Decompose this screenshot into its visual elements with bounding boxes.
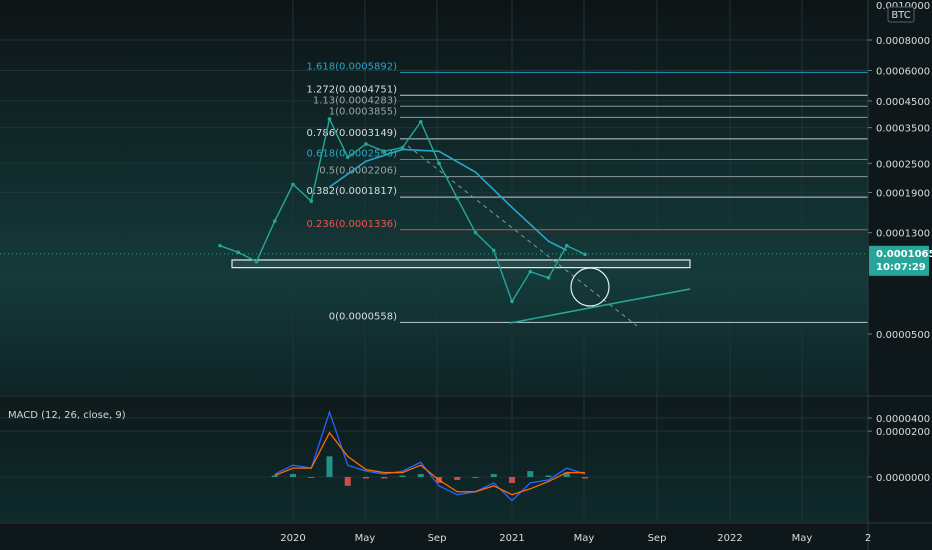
macd-histogram-bar: [308, 477, 315, 478]
fib-level-label: 0.236(0.0001336): [306, 219, 397, 230]
price-axis-label: 0.0001900: [876, 188, 930, 199]
macd-histogram-bar: [563, 472, 570, 477]
fib-level-label: 1.13(0.0004283): [313, 95, 397, 106]
macd-histogram-bar: [545, 475, 552, 477]
price-point: [473, 230, 478, 235]
price-point: [418, 119, 423, 124]
macd-histogram-bar: [290, 474, 296, 477]
macd-histogram-bar: [417, 474, 424, 477]
fib-level-label: 1(0.0003855): [329, 106, 397, 117]
time-axis-label: Sep: [428, 533, 447, 544]
price-point: [455, 196, 460, 200]
macd-histogram-bar: [582, 477, 588, 479]
price-point: [254, 259, 259, 264]
fibonacci-retracement: 1.618(0.0005892) 1.272(0.0004751)1.13(0.0…: [306, 61, 868, 323]
price-point: [291, 182, 295, 187]
highlight-circle: [570, 267, 610, 307]
macd-histogram-bar: [472, 477, 479, 478]
price-point: [528, 269, 533, 274]
current-price-label: 0.0001065: [876, 249, 932, 260]
ascending-trendline: [509, 288, 691, 324]
moving-average-line: [329, 148, 568, 252]
price-point: [546, 275, 551, 280]
time-axis-label: 2021: [499, 533, 524, 544]
fib-level-label: 1.272(0.0004751): [306, 84, 397, 95]
macd-histogram-bar: [271, 475, 278, 477]
currency-badge: BTC: [891, 10, 910, 21]
macd-pane-background: [0, 397, 868, 522]
macd-histogram-bar: [326, 456, 333, 477]
price-point: [510, 299, 514, 304]
macd-histogram-bar: [344, 477, 351, 486]
macd-axis-label: 0.0000400: [876, 414, 930, 425]
price-axis-label: 0.0006000: [876, 67, 930, 78]
price-point: [236, 250, 241, 255]
time-axis-label: May: [792, 533, 813, 544]
price-point: [564, 243, 569, 248]
price-point: [345, 155, 350, 159]
price-axis-label: 0.0002500: [876, 159, 930, 170]
macd-line: [274, 410, 586, 502]
macd-histogram-bar: [381, 477, 388, 479]
price-point: [382, 149, 387, 154]
bar-countdown-label: 10:07:29: [876, 262, 926, 273]
price-point: [309, 199, 314, 203]
time-axis-label: May: [574, 533, 595, 544]
time-axis-label: Sep: [648, 533, 667, 544]
price-point: [272, 219, 277, 223]
macd-signal-line: [274, 431, 585, 496]
price-axis-label: 0.0001300: [876, 229, 930, 240]
price-axis-label: 0.0004500: [876, 97, 930, 108]
price-point: [400, 145, 405, 150]
macd-histogram-bar: [363, 477, 369, 479]
time-axis-label: 2: [865, 533, 871, 544]
macd-histogram-bar: [454, 477, 461, 480]
fib-level-label: 1.618(0.0005892): [306, 61, 397, 72]
price-point: [327, 117, 332, 121]
price-point: [364, 142, 368, 146]
macd-indicator-label: MACD (12, 26, close, 9): [8, 410, 126, 421]
price-axis-label: 0.0000500: [876, 330, 930, 341]
time-axis-label: May: [355, 533, 376, 544]
time-axis-label: 2020: [280, 533, 305, 544]
fib-level-label: 0.5(0.0002206): [319, 166, 397, 177]
price-point: [437, 161, 441, 166]
support-zone-box: [231, 259, 691, 269]
price-point: [218, 243, 222, 248]
price-axis-label: 0.0003500: [876, 124, 930, 135]
fib-level-label: 0.382(0.0001817): [306, 186, 397, 197]
price-axis-label: 0.0000200: [876, 427, 930, 438]
fib-level-label: 0.786(0.0003149): [306, 128, 397, 139]
time-axis-label: 2022: [717, 533, 742, 544]
macd-histogram-bar: [509, 477, 515, 483]
current-price-tag: [869, 245, 929, 276]
price-axis-label: 0.0008000: [876, 36, 930, 47]
macd-axis-label: 0.0000000: [876, 473, 930, 484]
price-point: [491, 248, 496, 253]
price-point: [583, 252, 587, 257]
fib-level-label: 0(0.0000558): [329, 311, 397, 322]
macd-histogram-bar: [527, 471, 534, 477]
macd-histogram-bar: [490, 474, 497, 477]
currency-badge-box: [887, 6, 915, 23]
macd-histogram-bar: [399, 475, 406, 477]
